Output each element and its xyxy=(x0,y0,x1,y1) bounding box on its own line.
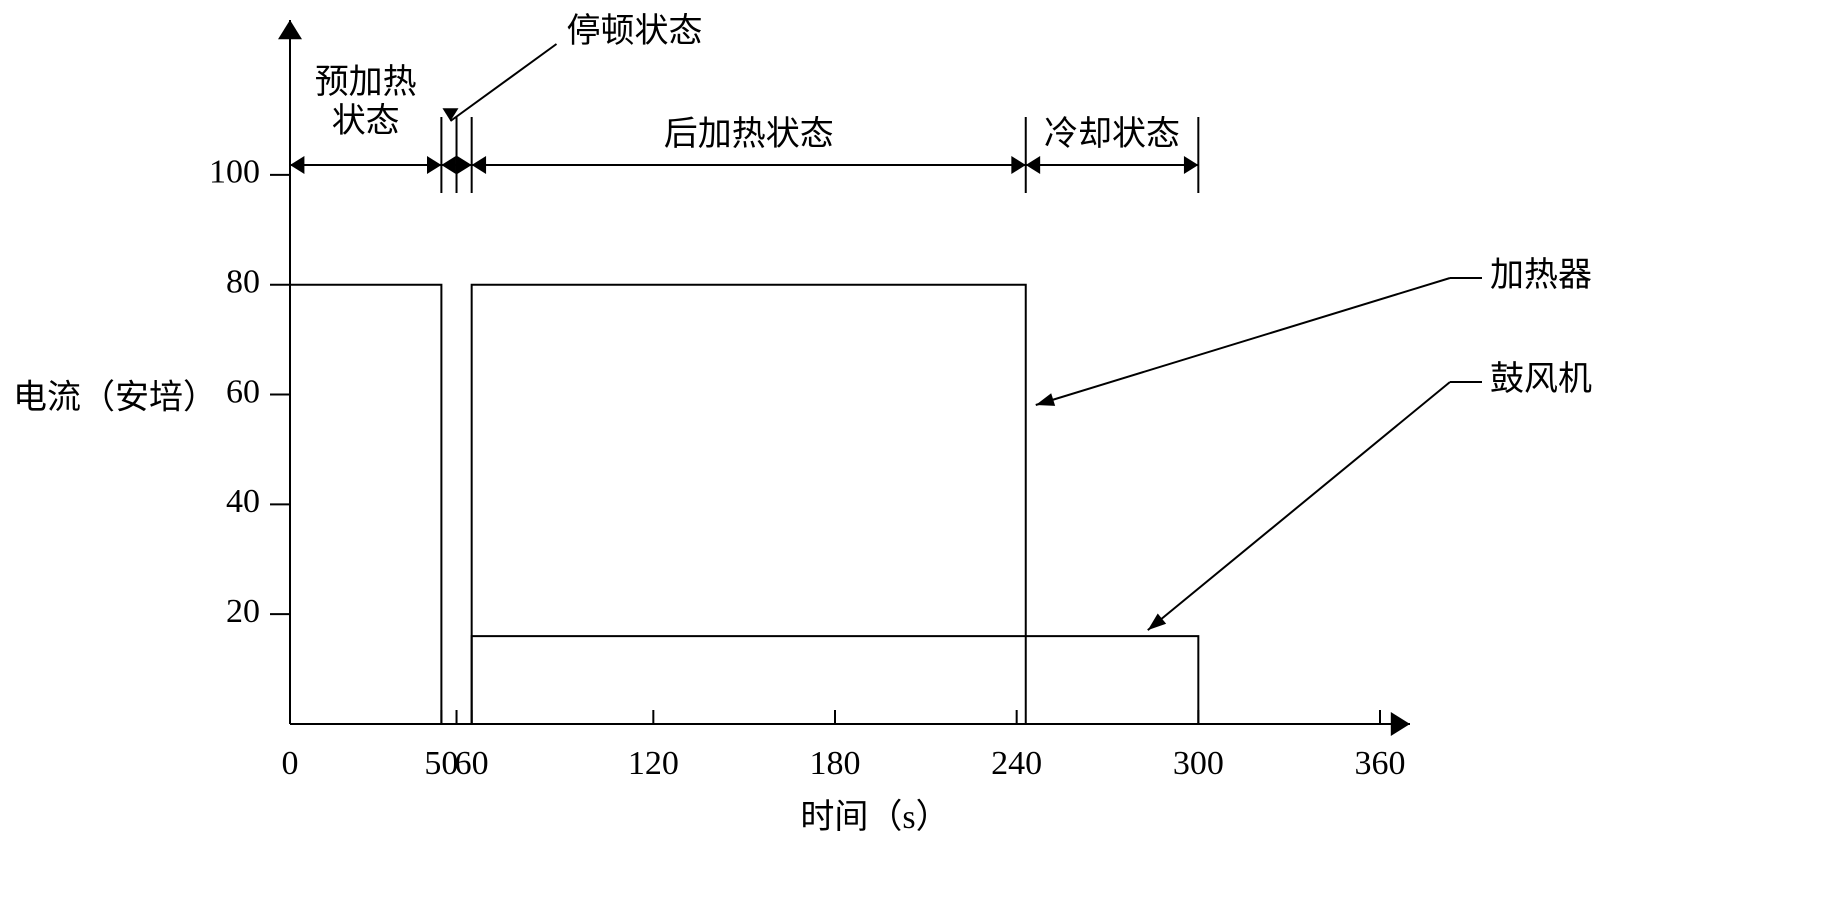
y-tick-label: 80 xyxy=(226,264,260,301)
x-tick-label: 120 xyxy=(628,745,679,782)
arrowhead xyxy=(1011,156,1025,174)
heater-line xyxy=(290,285,1026,724)
arrowhead xyxy=(472,156,486,174)
arrowhead xyxy=(1184,156,1198,174)
callout-leader-blower xyxy=(1148,382,1450,630)
x-tick-label: 360 xyxy=(1355,745,1406,782)
x-tick-label: 0 xyxy=(282,745,299,782)
region-label-preheat: 预加热状态 xyxy=(315,63,417,140)
callout-arrow-blower xyxy=(1148,613,1166,630)
pause-leader xyxy=(450,44,556,121)
callout-arrow-heater xyxy=(1036,393,1055,406)
x-tick-label: 60 xyxy=(455,745,489,782)
callout-label-blower: 鼓风机 xyxy=(1490,360,1592,398)
x-tick-label: 50 xyxy=(424,745,458,782)
callout-label-heater: 加热器 xyxy=(1490,256,1592,294)
arrowhead xyxy=(427,156,441,174)
region-label-cool: 冷却状态 xyxy=(1044,115,1180,153)
arrowhead xyxy=(290,156,304,174)
region-label-pause: 停顿状态 xyxy=(567,12,703,50)
y-tick-label: 100 xyxy=(209,154,260,191)
y-axis-label: 电流（安培） xyxy=(13,378,217,416)
callout-leader-heater xyxy=(1036,278,1450,405)
arrowhead xyxy=(1391,712,1410,736)
y-tick-label: 40 xyxy=(226,483,260,520)
region-label-postheat: 后加热状态 xyxy=(664,115,834,153)
arrowhead xyxy=(278,20,302,39)
arrowhead xyxy=(1026,156,1040,174)
current-time-chart: 05060120180240300360时间（s）20406080100电流（安… xyxy=(0,0,1826,912)
x-tick-label: 240 xyxy=(991,745,1042,782)
x-tick-label: 180 xyxy=(810,745,861,782)
y-tick-label: 60 xyxy=(226,373,260,410)
x-axis-label: 时间（s） xyxy=(800,798,949,836)
arrowhead xyxy=(441,156,455,174)
x-tick-label: 300 xyxy=(1173,745,1224,782)
y-tick-label: 20 xyxy=(226,593,260,630)
arrowhead xyxy=(457,156,471,174)
chart-container: 05060120180240300360时间（s）20406080100电流（安… xyxy=(0,0,1826,912)
